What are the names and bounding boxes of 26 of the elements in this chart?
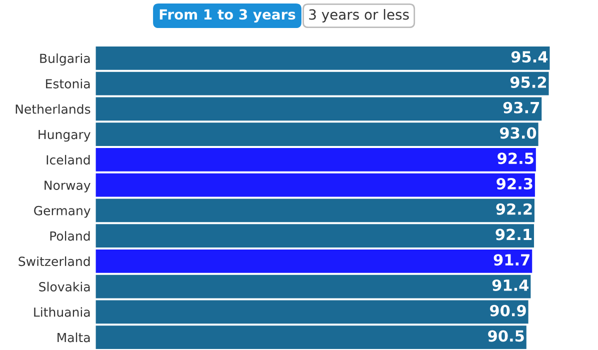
y-tick-label: Netherlands [16,104,90,114]
y-tick-label: Hungary [38,130,90,142]
data-label: 93.0 [500,127,536,139]
y-tick-label: Estonia [46,78,90,88]
y-tick-label: Iceland [46,154,90,165]
data-label: 92.2 [496,203,532,215]
data-label: 92.1 [496,228,532,240]
data-label: 93.7 [503,102,539,114]
y-tick-label: Germany [34,206,90,218]
y-tick-label: Poland [50,231,90,241]
data-label: 90.9 [490,304,526,316]
data-label: 92.3 [496,178,532,190]
data-label: 95.2 [510,76,546,88]
y-tick-label: Bulgaria [40,53,90,66]
data-label: 91.7 [494,254,530,266]
text: 3 years or less [309,9,409,22]
y-tick-label: Switzerland [18,256,90,266]
y-tick-label: Slovakia [39,282,90,292]
data-label: 91.4 [492,279,529,291]
y-tick-label: Lithuania [34,307,90,317]
data-label: 95.4 [511,51,548,63]
y-tick-label: Malta [58,332,90,342]
data-label: 92.5 [498,152,534,164]
text: From 1 to 3 years [160,9,296,22]
data-label: 90.5 [488,330,524,342]
y-tick-label: Norway [44,180,90,192]
